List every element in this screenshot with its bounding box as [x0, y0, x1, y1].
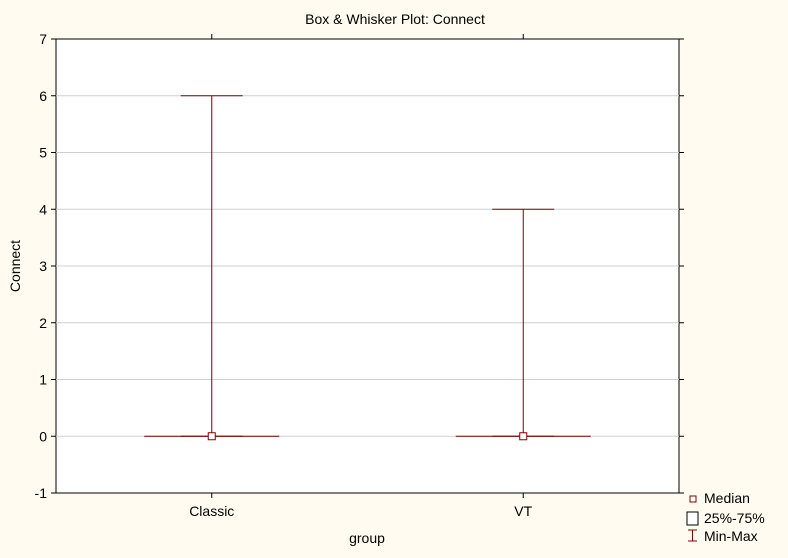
chart-title: Box & Whisker Plot: Connect: [305, 11, 485, 27]
y-tick-label: 5: [39, 145, 47, 161]
legend-minmax-label: Min-Max: [704, 528, 758, 544]
median-marker: [520, 433, 527, 440]
legend-item-quartiles: 25%-75%: [687, 510, 765, 526]
legend-median-label: Median: [704, 490, 750, 506]
y-tick-label: -1: [35, 485, 48, 501]
y-tick-label: 1: [39, 372, 47, 388]
median-marker: [208, 433, 215, 440]
y-tick-label: 3: [39, 258, 47, 274]
legend-median-marker: [690, 496, 696, 502]
x-tick-label: Classic: [189, 503, 234, 519]
y-tick-label: 7: [39, 31, 47, 47]
y-tick-label: 0: [39, 428, 47, 444]
x-tick-label: VT: [514, 503, 532, 519]
legend: Median 25%-75% Min-Max: [687, 490, 765, 544]
y-tick-label: 2: [39, 315, 47, 331]
y-tick-label: 4: [39, 201, 47, 217]
x-axis-label: group: [349, 530, 385, 546]
legend-box-marker: [687, 512, 698, 525]
y-tick-label: 6: [39, 88, 47, 104]
y-axis-label: Connect: [7, 240, 23, 292]
legend-item-median: Median: [690, 490, 750, 506]
legend-item-minmax: Min-Max: [688, 528, 758, 544]
legend-box-label: 25%-75%: [704, 510, 765, 526]
